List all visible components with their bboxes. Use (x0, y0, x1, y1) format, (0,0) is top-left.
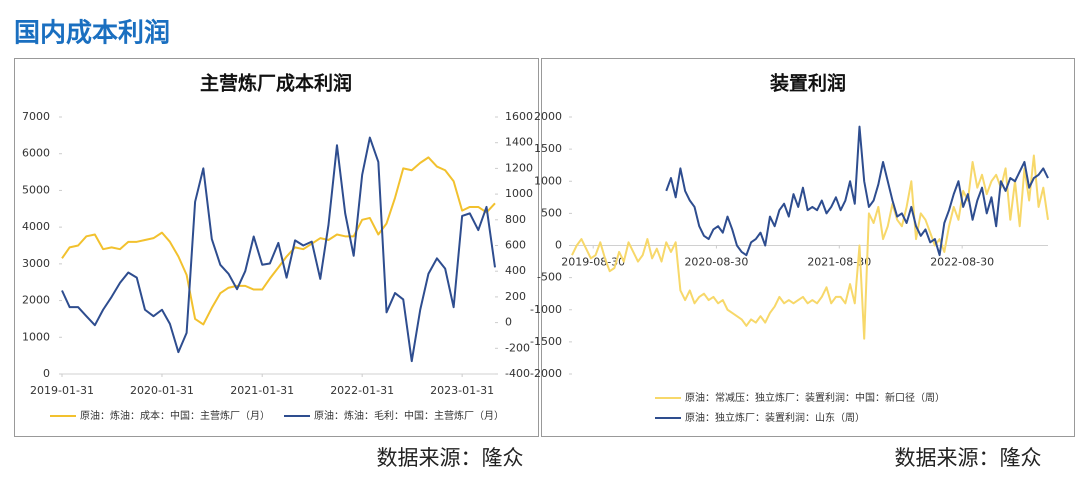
legend-label: 原油：常减压：独立炼厂：装置利润：中国：新口径（周） (685, 391, 945, 404)
y-tick-label: 2000 (534, 110, 562, 123)
y2-tick-label: 1600 (505, 110, 533, 123)
series-line (571, 154, 1049, 340)
y2-tick-label: 400 (505, 264, 526, 277)
y-tick-label: 500 (541, 206, 562, 219)
y2-tick-label: -400 (505, 367, 530, 380)
x-tick-label: 2021-08-30 (807, 256, 871, 269)
x-tick-label: 2021-01-31 (230, 384, 294, 397)
series-line (61, 136, 496, 363)
chart-frame (541, 58, 1075, 437)
x-tick-label: 2023-01-31 (430, 384, 494, 397)
y2-tick-label: 200 (505, 290, 526, 303)
y-tick-label: 0 (555, 239, 562, 252)
x-tick-label: 2020-08-30 (684, 256, 748, 269)
y-tick-label: -500 (537, 271, 562, 284)
y-tick-label: -2000 (530, 367, 562, 380)
y-tick-label: 0 (43, 367, 50, 380)
x-tick-label: 2019-01-31 (30, 384, 94, 397)
series-line (665, 125, 1049, 257)
chart-title: 主营炼厂成本利润 (200, 72, 352, 95)
y-tick-label: 1000 (534, 174, 562, 187)
y2-tick-label: 600 (505, 239, 526, 252)
y2-tick-label: 1000 (505, 187, 533, 200)
chart-frame (14, 58, 539, 437)
y2-tick-label: 0 (505, 316, 512, 329)
y-tick-label: -1000 (530, 303, 562, 316)
y2-tick-label: -200 (505, 341, 530, 354)
y-tick-label: 3000 (22, 257, 50, 270)
y2-tick-label: 800 (505, 213, 526, 226)
x-tick-label: 2019-08-30 (561, 256, 625, 269)
source-note: 数据来源：隆众 (895, 446, 1042, 470)
legend-label: 原油：独立炼厂：装置利润：山东（周） (685, 411, 865, 424)
y2-tick-label: 1200 (505, 161, 533, 174)
x-tick-label: 2022-01-31 (330, 384, 394, 397)
legend-label: 原油：炼油：成本：中国：主营炼厂（月） (80, 409, 270, 422)
y2-tick-label: 1400 (505, 136, 533, 149)
y-tick-label: 5000 (22, 183, 50, 196)
series-line (61, 156, 496, 326)
y-tick-label: 7000 (22, 110, 50, 123)
page-header: 国内成本利润 (14, 18, 170, 49)
y-tick-label: 2000 (22, 294, 50, 307)
y-tick-label: 4000 (22, 220, 50, 233)
y-tick-label: -1500 (530, 335, 562, 348)
source-note: 数据来源：隆众 (377, 446, 524, 470)
y-tick-label: 1000 (22, 330, 50, 343)
chart-title: 装置利润 (769, 72, 846, 95)
x-tick-label: 2022-08-30 (930, 256, 994, 269)
legend-label: 原油：炼油：毛利：中国：主营炼厂（月） (314, 409, 504, 422)
x-tick-label: 2020-01-31 (130, 384, 194, 397)
y-tick-label: 6000 (22, 147, 50, 160)
y-tick-label: 1500 (534, 142, 562, 155)
